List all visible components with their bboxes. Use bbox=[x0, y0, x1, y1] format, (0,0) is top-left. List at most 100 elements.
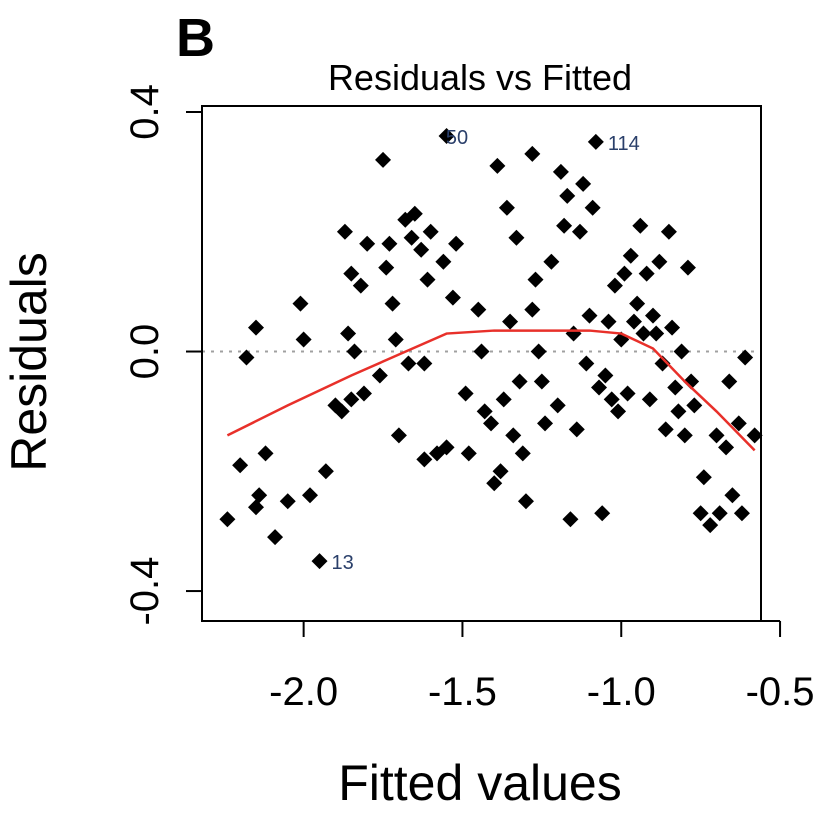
data-point bbox=[524, 301, 541, 318]
y-tick-label: 0.0 bbox=[123, 324, 167, 380]
data-point bbox=[495, 391, 512, 408]
data-point bbox=[587, 133, 604, 150]
data-point bbox=[603, 391, 620, 408]
data-point bbox=[444, 289, 461, 306]
data-point bbox=[470, 301, 487, 318]
data-point bbox=[625, 313, 642, 330]
data-point bbox=[517, 493, 534, 510]
data-point bbox=[346, 343, 363, 360]
data-point bbox=[502, 313, 519, 330]
data-point bbox=[552, 163, 569, 180]
data-point bbox=[575, 175, 592, 192]
data-point bbox=[251, 487, 268, 504]
data-point bbox=[565, 325, 582, 342]
data-point bbox=[657, 421, 674, 438]
data-point bbox=[400, 355, 417, 372]
data-point bbox=[606, 277, 623, 294]
data-point bbox=[483, 415, 500, 432]
chart-title: Residuals vs Fitted bbox=[328, 57, 632, 98]
data-point bbox=[232, 457, 249, 474]
data-point bbox=[635, 325, 652, 342]
data-point bbox=[511, 373, 528, 390]
data-point bbox=[641, 391, 658, 408]
data-point bbox=[530, 343, 547, 360]
data-point bbox=[257, 445, 274, 462]
data-point bbox=[571, 223, 588, 240]
x-axis-title: Fitted values bbox=[338, 755, 621, 811]
data-point bbox=[619, 385, 636, 402]
data-point bbox=[543, 253, 560, 270]
data-point bbox=[422, 223, 439, 240]
data-point bbox=[654, 355, 671, 372]
panel-letter: B bbox=[176, 8, 215, 68]
data-point bbox=[711, 505, 728, 522]
data-point bbox=[267, 529, 284, 546]
data-point bbox=[527, 271, 544, 288]
data-point bbox=[679, 259, 696, 276]
data-point bbox=[492, 463, 509, 480]
data-point bbox=[616, 265, 633, 282]
x-tick-label: -2.0 bbox=[269, 670, 338, 714]
data-point bbox=[460, 445, 477, 462]
y-tick-label: 0.4 bbox=[123, 84, 167, 140]
data-point bbox=[568, 421, 585, 438]
data-points bbox=[219, 127, 763, 570]
data-point bbox=[336, 223, 353, 240]
data-point bbox=[676, 427, 693, 444]
data-point bbox=[279, 493, 296, 510]
data-point bbox=[670, 403, 687, 420]
data-point bbox=[435, 253, 452, 270]
data-point bbox=[746, 427, 763, 444]
data-point bbox=[686, 397, 703, 414]
data-point bbox=[514, 445, 531, 462]
data-point bbox=[594, 505, 611, 522]
y-axis-title: Residuals bbox=[1, 252, 57, 472]
data-point bbox=[622, 247, 639, 264]
data-point bbox=[664, 319, 681, 336]
data-point bbox=[533, 373, 550, 390]
data-point bbox=[498, 199, 515, 216]
point-labels: 50 114 13 bbox=[332, 127, 640, 574]
point-label-13: 13 bbox=[332, 552, 354, 574]
x-tick-label: -1.5 bbox=[428, 670, 497, 714]
data-point bbox=[584, 199, 601, 216]
data-point bbox=[340, 325, 357, 342]
data-point bbox=[632, 217, 649, 234]
data-point bbox=[578, 355, 595, 372]
data-point bbox=[638, 265, 655, 282]
data-point bbox=[667, 379, 684, 396]
data-point bbox=[645, 307, 662, 324]
data-point bbox=[721, 373, 738, 390]
data-point bbox=[416, 451, 433, 468]
data-point bbox=[537, 415, 554, 432]
data-point bbox=[416, 355, 433, 372]
data-point bbox=[301, 487, 318, 504]
data-point bbox=[247, 499, 264, 516]
data-point bbox=[559, 187, 576, 204]
data-point bbox=[390, 427, 407, 444]
data-point bbox=[352, 277, 369, 294]
x-axis: -2.0 -1.5 -1.0 -0.5 bbox=[269, 620, 814, 714]
data-point bbox=[556, 217, 573, 234]
data-point bbox=[448, 235, 465, 252]
data-point bbox=[384, 295, 401, 312]
data-point bbox=[359, 235, 376, 252]
data-point bbox=[692, 505, 709, 522]
x-tick-label: -0.5 bbox=[746, 670, 814, 714]
data-point bbox=[457, 385, 474, 402]
data-point bbox=[708, 427, 725, 444]
point-label-114: 114 bbox=[608, 133, 640, 155]
data-point bbox=[505, 427, 522, 444]
point-label-50: 50 bbox=[446, 127, 468, 149]
data-point bbox=[438, 127, 455, 144]
data-point bbox=[673, 343, 690, 360]
data-point bbox=[247, 319, 264, 336]
data-point bbox=[610, 403, 627, 420]
data-point bbox=[597, 367, 614, 384]
data-point bbox=[651, 253, 668, 270]
data-point bbox=[295, 331, 312, 348]
data-point bbox=[508, 229, 525, 246]
data-point bbox=[473, 343, 490, 360]
data-point bbox=[489, 157, 506, 174]
